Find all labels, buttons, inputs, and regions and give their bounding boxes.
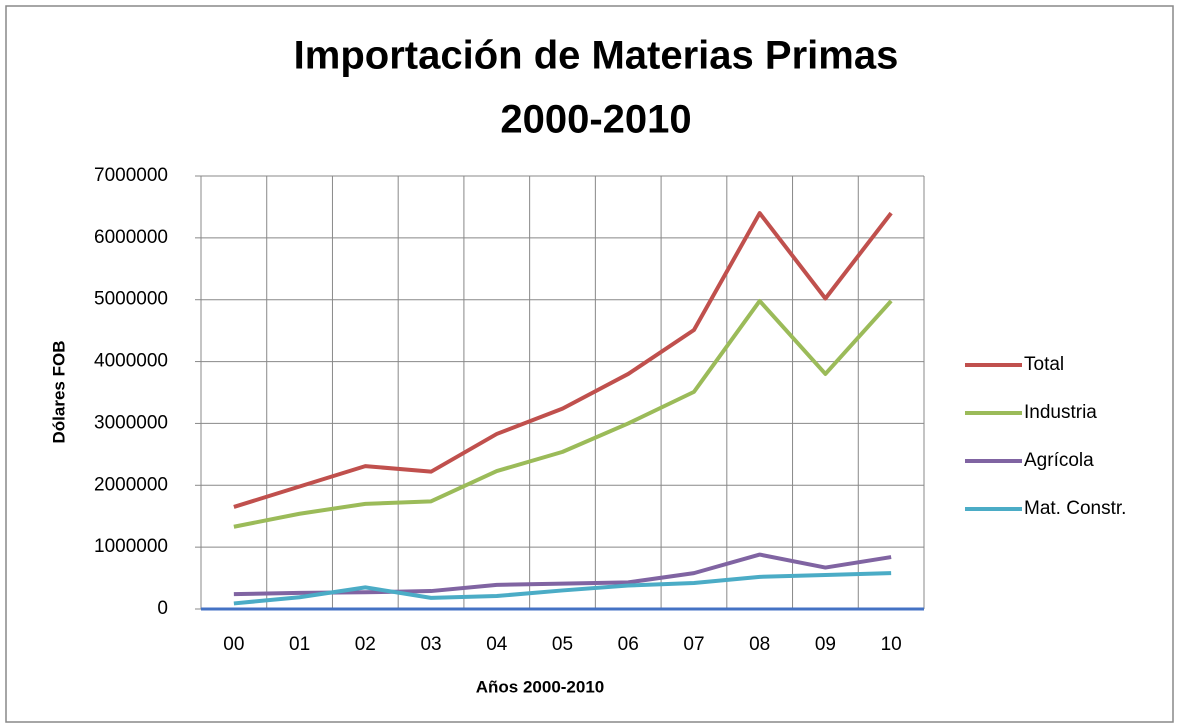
y-tick-label: 1000000 (94, 536, 168, 557)
x-tick-label: 09 (815, 634, 836, 655)
x-tick-label: 04 (486, 634, 508, 655)
y-axis-title: Dólares FOB (49, 341, 68, 444)
y-tick-label: 6000000 (94, 227, 168, 248)
data-line (233, 298, 893, 529)
x-tick-label: 07 (683, 634, 704, 655)
legend-label: Agrícola (1024, 450, 1094, 471)
x-tick-label: 01 (289, 634, 310, 655)
x-tick-label: 10 (881, 634, 902, 655)
data-line (233, 571, 892, 606)
legend-label: Industria (1024, 402, 1097, 423)
y-tick-label: 7000000 (94, 165, 168, 186)
y-tick-label: 4000000 (94, 351, 168, 372)
x-axis-title: Años 2000-2010 (476, 677, 605, 696)
x-tick-label: 06 (618, 634, 639, 655)
y-tick-label: 0 (157, 598, 168, 619)
data-line (233, 211, 893, 509)
legend-label: Total (1024, 354, 1064, 375)
x-tick-label: 05 (552, 634, 573, 655)
x-tick-label: 08 (749, 634, 770, 655)
y-tick-label: 2000000 (94, 474, 168, 495)
x-tick-label: 03 (420, 634, 441, 655)
y-tick-label: 3000000 (94, 412, 168, 433)
chart-title: 2000-2010 (500, 98, 691, 142)
x-tick-label: 02 (355, 634, 376, 655)
chart-title: Importación de Materias Primas (294, 34, 899, 78)
legend-label: Mat. Constr. (1024, 498, 1126, 519)
y-tick-label: 5000000 (94, 289, 168, 310)
x-tick-label: 00 (223, 634, 244, 655)
